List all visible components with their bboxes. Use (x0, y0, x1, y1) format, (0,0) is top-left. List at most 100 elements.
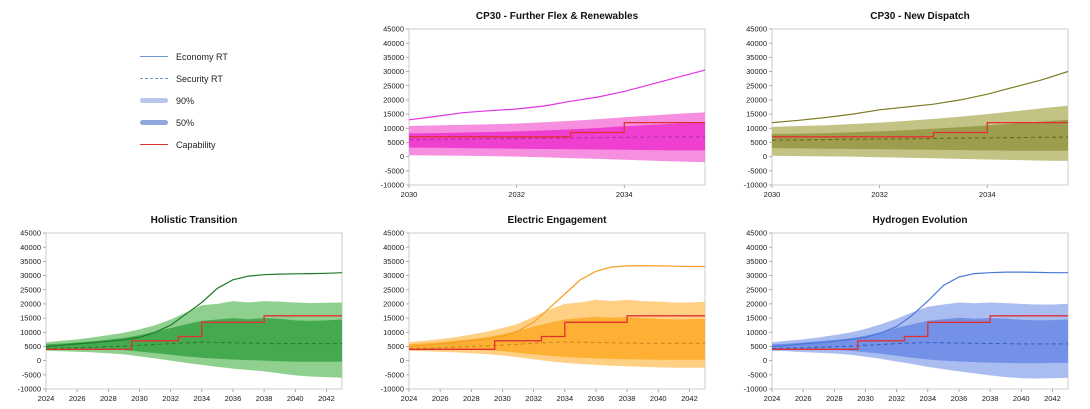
svg-text:2036: 2036 (588, 394, 605, 403)
svg-text:2040: 2040 (287, 394, 304, 403)
svg-text:2040: 2040 (1013, 394, 1030, 403)
chart-cp30-new-dispatch: CP30 - New Dispatch -10000 -5000 0 5000 1000… (726, 0, 1090, 204)
svg-text:0: 0 (400, 152, 404, 161)
svg-text:2028: 2028 (826, 394, 843, 403)
svg-text:2038: 2038 (982, 394, 999, 403)
svg-text:2034: 2034 (556, 394, 573, 403)
svg-text:2038: 2038 (619, 394, 636, 403)
svg-text:0: 0 (763, 152, 767, 161)
svg-text:2036: 2036 (951, 394, 968, 403)
svg-text:25000: 25000 (383, 285, 404, 294)
svg-text:40000: 40000 (383, 39, 404, 48)
svg-text:40000: 40000 (746, 243, 767, 252)
svg-text:45000: 45000 (383, 229, 404, 238)
legend-label: Capability (176, 139, 216, 150)
svg-text:15000: 15000 (383, 110, 404, 119)
security-rt-dashed-line-swatch (140, 78, 168, 79)
svg-text:2030: 2030 (401, 190, 418, 199)
svg-text:2024: 2024 (401, 394, 418, 403)
svg-text:2028: 2028 (463, 394, 480, 403)
chart-title: CP30 - New Dispatch (870, 11, 970, 22)
svg-text:2030: 2030 (131, 394, 148, 403)
svg-text:2042: 2042 (318, 394, 335, 403)
svg-text:2038: 2038 (256, 394, 273, 403)
svg-text:20000: 20000 (20, 300, 41, 309)
svg-text:-10000: -10000 (744, 385, 767, 394)
chart-hydrogen-evolution: Hydrogen Evolution -10000 -5000 0 5000 10000… (726, 204, 1090, 409)
legend-label: 90% (176, 95, 195, 106)
svg-text:-5000: -5000 (22, 370, 41, 379)
svg-text:5000: 5000 (387, 138, 404, 147)
svg-text:0: 0 (400, 356, 404, 365)
svg-text:20000: 20000 (746, 300, 767, 309)
plot-canvas: -10000 -5000 0 5000 10000 15000 20000 25000 3000… (744, 229, 1069, 403)
svg-text:0: 0 (37, 356, 41, 365)
svg-text:25000: 25000 (746, 285, 767, 294)
svg-text:2032: 2032 (871, 190, 888, 199)
plot-canvas: -10000 -5000 0 5000 10000 15000 20000 25000 3000… (381, 25, 706, 199)
svg-text:10000: 10000 (746, 124, 767, 133)
svg-text:2034: 2034 (193, 394, 210, 403)
svg-text:5000: 5000 (750, 342, 767, 351)
svg-text:40000: 40000 (20, 243, 41, 252)
svg-text:40000: 40000 (383, 243, 404, 252)
svg-text:2034: 2034 (919, 394, 936, 403)
svg-text:35000: 35000 (746, 257, 767, 266)
svg-text:10000: 10000 (383, 328, 404, 337)
svg-text:-10000: -10000 (381, 385, 404, 394)
svg-text:2030: 2030 (494, 394, 511, 403)
economy-rt-line-swatch (140, 56, 168, 57)
svg-text:2034: 2034 (979, 190, 996, 199)
svg-text:2042: 2042 (1044, 394, 1061, 403)
chart-electric-engagement: Electric Engagement -10000 -5000 0 5000 1000… (363, 204, 726, 409)
svg-text:2028: 2028 (100, 394, 117, 403)
legend-item-security-rt: Security RT (140, 72, 363, 85)
svg-text:45000: 45000 (746, 229, 767, 238)
svg-text:20000: 20000 (383, 300, 404, 309)
chart-title: Electric Engagement (507, 215, 607, 226)
svg-text:35000: 35000 (20, 257, 41, 266)
svg-text:2040: 2040 (650, 394, 667, 403)
svg-text:2042: 2042 (681, 394, 698, 403)
svg-text:-5000: -5000 (385, 166, 404, 175)
svg-text:2026: 2026 (432, 394, 449, 403)
svg-text:-10000: -10000 (18, 385, 41, 394)
svg-text:35000: 35000 (746, 53, 767, 62)
chart-cp30-further-flex-renewables: CP30 - Further Flex & Renewables -10000-… (363, 0, 726, 204)
svg-text:2032: 2032 (525, 394, 542, 403)
svg-text:45000: 45000 (20, 229, 41, 238)
svg-text:35000: 35000 (383, 53, 404, 62)
svg-text:15000: 15000 (20, 314, 41, 323)
plot-canvas: -10000 -5000 0 5000 10000 15000 20000 25000 3000… (381, 229, 706, 403)
svg-text:10000: 10000 (746, 328, 767, 337)
svg-text:2030: 2030 (857, 394, 874, 403)
plot-canvas: -10000 -5000 0 5000 10000 15000 20000 25000 3000… (744, 25, 1069, 199)
svg-text:2032: 2032 (508, 190, 525, 199)
svg-text:-5000: -5000 (748, 370, 767, 379)
svg-text:30000: 30000 (20, 271, 41, 280)
svg-text:15000: 15000 (746, 314, 767, 323)
band-50pct-swatch (140, 120, 168, 125)
svg-text:40000: 40000 (746, 39, 767, 48)
svg-text:2024: 2024 (38, 394, 55, 403)
svg-text:2030: 2030 (764, 190, 781, 199)
svg-text:2036: 2036 (225, 394, 242, 403)
legend-label: 50% (176, 117, 195, 128)
svg-text:35000: 35000 (383, 257, 404, 266)
svg-text:-5000: -5000 (385, 370, 404, 379)
svg-text:2034: 2034 (616, 190, 633, 199)
svg-text:10000: 10000 (383, 124, 404, 133)
svg-text:30000: 30000 (383, 67, 404, 76)
svg-text:25000: 25000 (746, 81, 767, 90)
chart-title: Hydrogen Evolution (872, 215, 968, 226)
legend-item-90pct: 90% (140, 94, 363, 107)
svg-text:30000: 30000 (746, 67, 767, 76)
svg-text:0: 0 (763, 356, 767, 365)
svg-text:2026: 2026 (69, 394, 86, 403)
svg-text:25000: 25000 (383, 81, 404, 90)
svg-text:2032: 2032 (162, 394, 179, 403)
legend-item-50pct: 50% (140, 116, 363, 129)
svg-text:15000: 15000 (383, 314, 404, 323)
legend-label: Security RT (176, 73, 223, 84)
